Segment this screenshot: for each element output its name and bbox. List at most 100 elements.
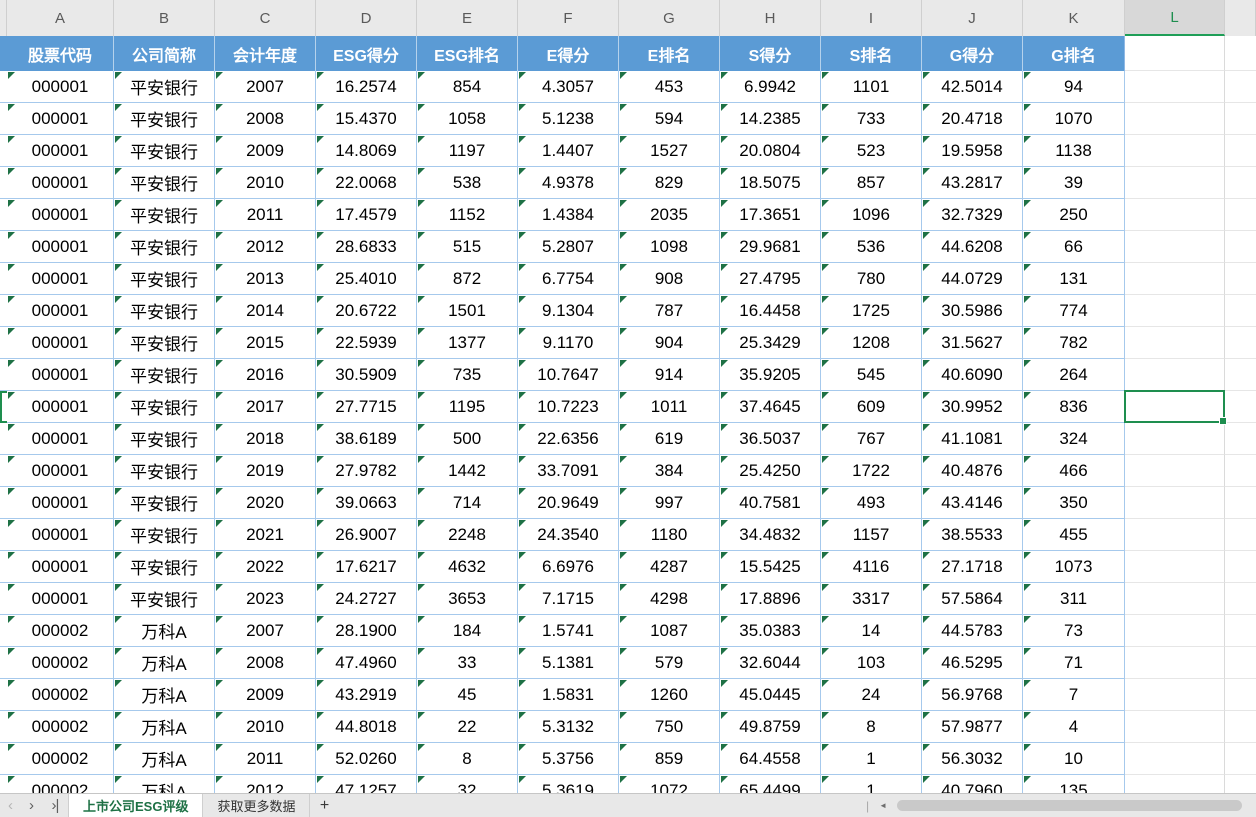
cell[interactable]: 000001 <box>7 583 114 615</box>
cell[interactable]: 1072 <box>619 775 720 793</box>
cell[interactable] <box>1225 359 1256 391</box>
cell[interactable] <box>1225 679 1256 711</box>
cell[interactable]: 619 <box>619 423 720 455</box>
cell[interactable]: 1197 <box>417 135 518 167</box>
cell[interactable] <box>1125 359 1225 391</box>
cell[interactable]: 787 <box>619 295 720 327</box>
cell[interactable] <box>1225 615 1256 647</box>
cell[interactable]: 782 <box>1023 327 1125 359</box>
cell[interactable]: 1.4384 <box>518 199 619 231</box>
cell[interactable] <box>1225 743 1256 775</box>
cell[interactable]: 000001 <box>7 135 114 167</box>
cell[interactable]: 2248 <box>417 519 518 551</box>
header-cell[interactable]: S得分 <box>720 36 821 71</box>
cell[interactable]: 15.5425 <box>720 551 821 583</box>
cell[interactable]: 平安银行 <box>114 71 215 103</box>
cell[interactable]: 22.5939 <box>316 327 417 359</box>
cell[interactable] <box>1125 455 1225 487</box>
cell[interactable] <box>1125 583 1225 615</box>
cell[interactable]: 545 <box>821 359 922 391</box>
cell[interactable]: 000001 <box>7 423 114 455</box>
cell[interactable]: 17.3651 <box>720 199 821 231</box>
cell[interactable]: 38.5533 <box>922 519 1023 551</box>
horizontal-scrollbar-thumb[interactable] <box>897 800 1243 811</box>
cell[interactable]: 39.0663 <box>316 487 417 519</box>
cell[interactable]: 2010 <box>215 711 316 743</box>
cell[interactable] <box>1225 167 1256 199</box>
cell[interactable]: 2009 <box>215 679 316 711</box>
cell[interactable] <box>1125 327 1225 359</box>
cell[interactable]: 2020 <box>215 487 316 519</box>
cell[interactable]: 2035 <box>619 199 720 231</box>
cell[interactable]: 000002 <box>7 711 114 743</box>
cell[interactable]: 30.5909 <box>316 359 417 391</box>
cell[interactable]: 16.4458 <box>720 295 821 327</box>
cell[interactable]: 17.6217 <box>316 551 417 583</box>
cell[interactable]: 10 <box>1023 743 1125 775</box>
cell[interactable]: 16.2574 <box>316 71 417 103</box>
cell[interactable]: 万科A <box>114 679 215 711</box>
column-header-F[interactable]: F <box>518 0 619 36</box>
cell[interactable]: 平安银行 <box>114 391 215 423</box>
cell[interactable] <box>1225 263 1256 295</box>
cell[interactable]: 5.1238 <box>518 103 619 135</box>
cell[interactable]: 29.9681 <box>720 231 821 263</box>
cell[interactable]: 8 <box>821 711 922 743</box>
cell[interactable]: 平安银行 <box>114 519 215 551</box>
cell[interactable]: 24.2727 <box>316 583 417 615</box>
cell[interactable]: 28.6833 <box>316 231 417 263</box>
cell[interactable]: 平安银行 <box>114 135 215 167</box>
cell[interactable]: 733 <box>821 103 922 135</box>
header-cell[interactable]: ESG得分 <box>316 36 417 71</box>
tabs-scroll-last-icon[interactable]: ›| <box>51 797 60 814</box>
header-cell[interactable]: S排名 <box>821 36 922 71</box>
cell[interactable]: 1377 <box>417 327 518 359</box>
cell[interactable]: 平安银行 <box>114 295 215 327</box>
cell[interactable]: 000001 <box>7 487 114 519</box>
cell[interactable]: 609 <box>821 391 922 423</box>
cell[interactable]: 2014 <box>215 295 316 327</box>
cell[interactable]: 1195 <box>417 391 518 423</box>
cell[interactable]: 311 <box>1023 583 1125 615</box>
cell[interactable]: 523 <box>821 135 922 167</box>
cell[interactable] <box>1225 295 1256 327</box>
cell[interactable]: 45 <box>417 679 518 711</box>
cell[interactable]: 57.9877 <box>922 711 1023 743</box>
cell[interactable]: 1180 <box>619 519 720 551</box>
cell[interactable]: 20.0804 <box>720 135 821 167</box>
cell[interactable]: 22 <box>417 711 518 743</box>
cell[interactable]: 714 <box>417 487 518 519</box>
cell[interactable]: 5.3756 <box>518 743 619 775</box>
cell[interactable]: 2008 <box>215 103 316 135</box>
cell[interactable]: 49.8759 <box>720 711 821 743</box>
column-header-K[interactable]: K <box>1023 0 1125 36</box>
cell[interactable]: 43.4146 <box>922 487 1023 519</box>
cell[interactable]: 25.3429 <box>720 327 821 359</box>
cell[interactable]: 3653 <box>417 583 518 615</box>
cell[interactable]: 350 <box>1023 487 1125 519</box>
cell[interactable]: 000002 <box>7 615 114 647</box>
cell[interactable]: 43.2919 <box>316 679 417 711</box>
cell[interactable]: 47.4960 <box>316 647 417 679</box>
cell[interactable]: 857 <box>821 167 922 199</box>
cell[interactable]: 000002 <box>7 775 114 793</box>
cell[interactable]: 4298 <box>619 583 720 615</box>
cell[interactable]: 34.4832 <box>720 519 821 551</box>
cell[interactable]: 万科A <box>114 775 215 793</box>
cell[interactable]: 859 <box>619 743 720 775</box>
cell[interactable]: 1098 <box>619 231 720 263</box>
sheet-tab-get-more-data[interactable]: 获取更多数据 <box>203 794 311 817</box>
cell[interactable]: 1.4407 <box>518 135 619 167</box>
cell[interactable]: 997 <box>619 487 720 519</box>
column-header-B[interactable]: B <box>114 0 215 36</box>
cell[interactable]: 455 <box>1023 519 1125 551</box>
cell[interactable]: 1 <box>821 743 922 775</box>
cell[interactable]: 538 <box>417 167 518 199</box>
cell[interactable] <box>1225 103 1256 135</box>
column-header-L[interactable]: L <box>1125 0 1225 36</box>
cell[interactable]: 94 <box>1023 71 1125 103</box>
cell[interactable]: 1101 <box>821 71 922 103</box>
cell[interactable]: 43.2817 <box>922 167 1023 199</box>
cell[interactable]: 2010 <box>215 167 316 199</box>
cell[interactable]: 64.4558 <box>720 743 821 775</box>
